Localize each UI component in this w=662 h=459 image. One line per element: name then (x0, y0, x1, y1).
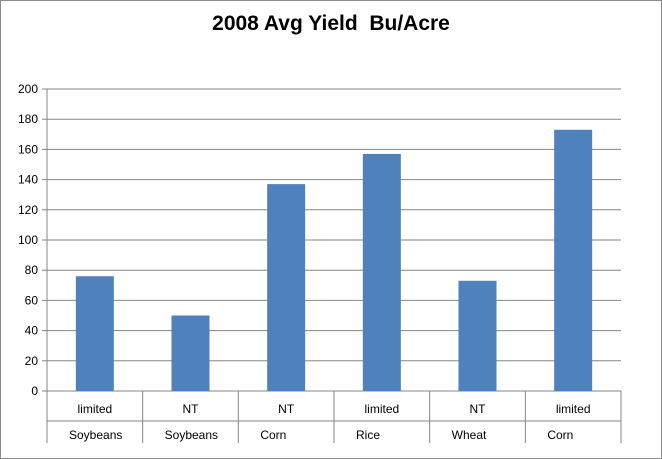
x-axis: limited Soybeans NT Soybeans NT Corn limited Ri… (46, 391, 622, 443)
x-tick-label-crop: Corn (547, 428, 573, 442)
x-tick-label-method: NT (470, 402, 487, 416)
bar (267, 184, 306, 391)
gridlines (47, 88, 621, 392)
y-tick-label: 40 (25, 324, 39, 338)
bar (458, 280, 497, 391)
y-axis-ticks: 0 20 40 60 80 100 120 140 160 180 200 (18, 82, 48, 398)
y-tick-label: 160 (18, 142, 38, 156)
y-tick-label: 140 (18, 173, 38, 187)
y-tick-label: 120 (18, 203, 38, 217)
x-tick-label-crop: Soybeans (69, 428, 122, 442)
bar (362, 153, 401, 391)
bar (75, 276, 114, 391)
x-tick-label-crop: Corn (260, 428, 286, 442)
x-tick-label-method: NT (183, 402, 200, 416)
x-tick-label-method: limited (364, 402, 399, 416)
y-tick-label: 0 (31, 384, 38, 398)
bar (554, 129, 593, 391)
y-tick-label: 60 (25, 293, 39, 307)
chart-title: 2008 Avg Yield Bu/Acre (212, 12, 450, 35)
x-tick-label-method: limited (77, 402, 112, 416)
y-tick-label: 20 (25, 354, 39, 368)
bars (75, 129, 593, 391)
x-tick-label-method: NT (278, 402, 295, 416)
y-tick-label: 100 (18, 233, 38, 247)
y-tick-label: 200 (18, 82, 38, 96)
x-tick-label-crop: Wheat (452, 428, 487, 442)
bar (171, 315, 210, 391)
x-tick-label-method: limited (556, 402, 591, 416)
x-tick-label-crop: Rice (356, 428, 380, 442)
y-tick-label: 180 (18, 112, 38, 126)
x-tick-label-crop: Soybeans (165, 428, 218, 442)
y-tick-label: 80 (25, 263, 39, 277)
